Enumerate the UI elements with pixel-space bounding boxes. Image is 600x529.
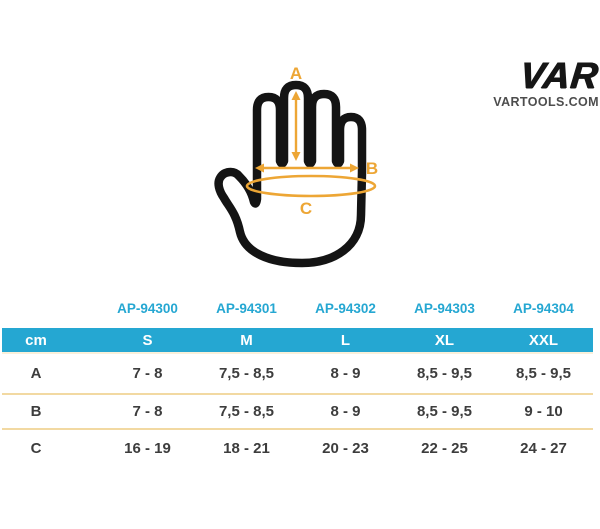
- size-header-row: cm S M L XL XXL: [2, 328, 593, 353]
- unit-label: cm: [2, 328, 98, 353]
- brand-logo-text: VAR: [518, 55, 600, 96]
- size-header: M: [197, 328, 296, 353]
- cell-value: 7 - 8: [98, 352, 197, 395]
- size-header: XXL: [494, 328, 593, 353]
- measurement-a-arrow: [291, 91, 301, 161]
- size-header: L: [296, 328, 395, 353]
- cell-value: 24 - 27: [520, 439, 567, 457]
- measurement-c-ellipse: [245, 174, 377, 198]
- product-code: AP-94301: [216, 301, 277, 316]
- table-row-b: B 7 - 8 7,5 - 8,5 8 - 9 8,5 - 9,5 9 - 10: [2, 394, 593, 430]
- glove-size-table: AP-94300 AP-94301 AP-94302 AP-94303 AP-9…: [2, 298, 593, 466]
- brand-website-text: VARTOOLS.COM: [493, 95, 599, 109]
- cell-value: 22 - 25: [421, 439, 468, 457]
- table-row-a: A 7 - 8 7,5 - 8,5 8 - 9 8,5 - 9,5 8,5 - …: [2, 352, 593, 395]
- hand-outline-icon: [214, 80, 367, 268]
- size-header: S: [98, 328, 197, 353]
- measurement-label-a: A: [290, 64, 302, 83]
- product-codes-row: AP-94300 AP-94301 AP-94302 AP-94303 AP-9…: [2, 298, 593, 328]
- cell-value: 7,5 - 8,5: [197, 394, 296, 430]
- product-code: AP-94303: [414, 301, 475, 316]
- cell-value: 8,5 - 9,5: [395, 394, 494, 430]
- size-header: XL: [395, 328, 494, 353]
- cell-value: 7,5 - 8,5: [197, 352, 296, 395]
- cell-value: 9 - 10: [494, 394, 593, 430]
- table-row-c: C 16 - 19 18 - 21 20 - 23 22 - 25 24 - 2…: [2, 429, 593, 466]
- cell-value: 8 - 9: [296, 352, 395, 395]
- row-label: C: [30, 439, 42, 457]
- codes-row-spacer: [2, 298, 98, 328]
- cell-value: 16 - 19: [124, 439, 171, 457]
- measurement-label-c: C: [300, 199, 312, 218]
- hand-measurement-diagram: A B C: [214, 64, 378, 268]
- cell-value: 18 - 21: [223, 439, 270, 457]
- measurement-b-arrow: [255, 163, 359, 173]
- row-label: B: [2, 394, 98, 430]
- product-code: AP-94300: [117, 301, 178, 316]
- cell-value: 20 - 23: [322, 439, 369, 457]
- cell-value: 8 - 9: [296, 394, 395, 430]
- row-label: A: [2, 352, 98, 395]
- product-code: AP-94304: [513, 301, 574, 316]
- product-code: AP-94302: [315, 301, 376, 316]
- cell-value: 8,5 - 9,5: [395, 352, 494, 395]
- cell-value: 8,5 - 9,5: [494, 352, 593, 395]
- cell-value: 7 - 8: [98, 394, 197, 430]
- measurement-label-b: B: [366, 159, 378, 178]
- brand-logo: VAR VARTOOLS.COM: [493, 55, 600, 109]
